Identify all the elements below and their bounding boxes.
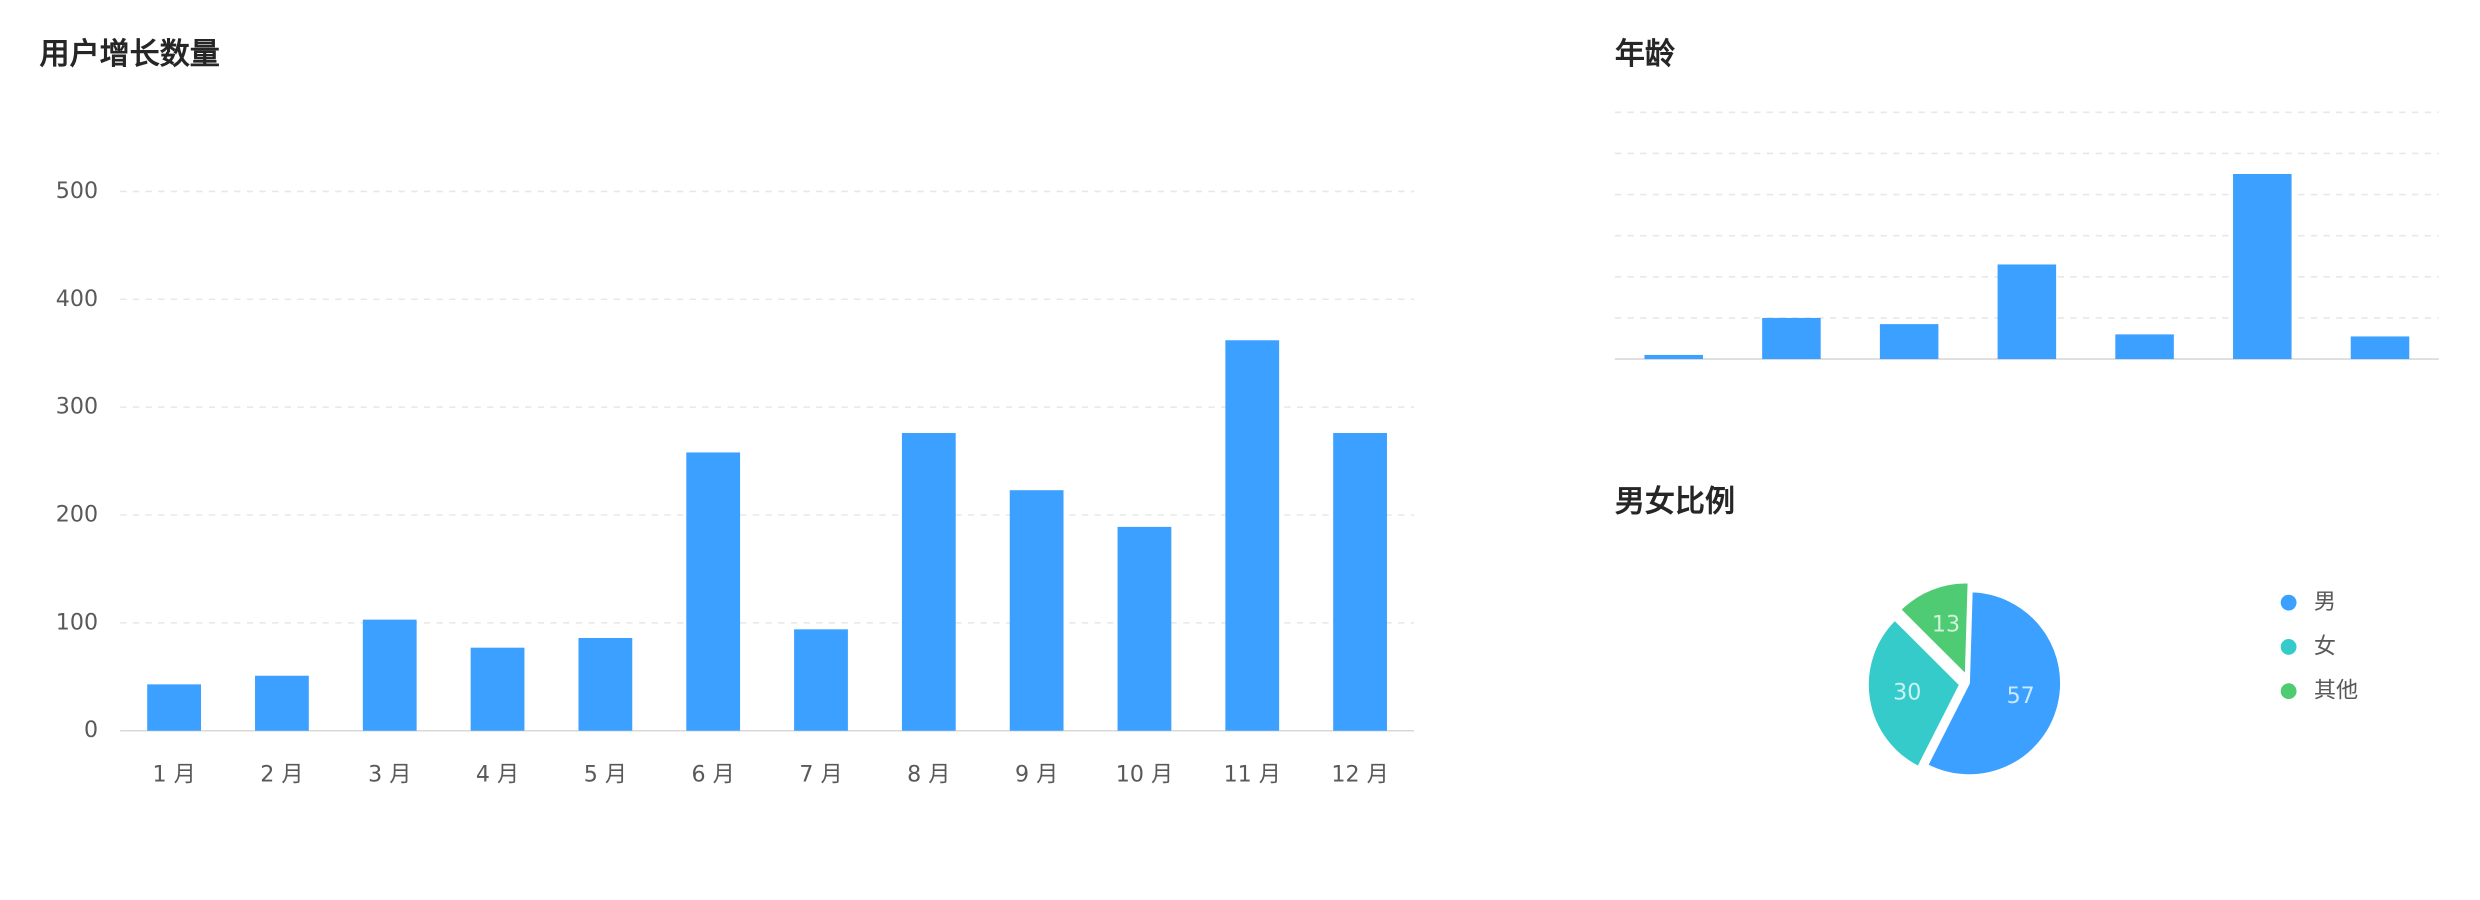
- y-tick-label: 500: [56, 178, 98, 204]
- bar: [1997, 264, 2057, 360]
- x-tick-label: 7 月: [799, 762, 842, 788]
- pie-slice: [1899, 581, 1970, 677]
- bar: [1225, 340, 1280, 731]
- y-tick-label: 300: [56, 394, 98, 420]
- bar: [578, 637, 633, 731]
- bar: [1333, 433, 1387, 731]
- x-tick-label: 1 月: [152, 762, 195, 788]
- bar: [2233, 174, 2292, 360]
- bar: [1879, 324, 1939, 360]
- pie-slice: [1867, 618, 1961, 768]
- chart-title: 年龄: [1615, 37, 1676, 72]
- bar: [1117, 526, 1172, 731]
- x-tick-label: 2 月: [260, 762, 303, 788]
- x-tick-label: 12 月: [1331, 762, 1388, 788]
- y-tick-label: 100: [56, 609, 98, 635]
- x-tick-label: 8 月: [907, 762, 950, 788]
- legend-marker: [2280, 683, 2297, 700]
- legend-label: 男: [2314, 589, 2336, 615]
- y-tick-label: 400: [56, 286, 98, 312]
- chart-title: 男女比例: [1615, 484, 1735, 519]
- x-tick-label: 4 月: [476, 762, 519, 788]
- bar: [255, 675, 309, 731]
- bar: [1644, 354, 1703, 360]
- pie-slice: [1926, 590, 2062, 776]
- y-tick-label: 0: [84, 717, 98, 743]
- bar: [901, 433, 956, 731]
- bar: [2115, 334, 2174, 360]
- bar: [1009, 490, 1064, 731]
- legend-marker: [2280, 594, 2297, 611]
- x-tick-label: 3 月: [368, 762, 411, 788]
- data-label: 57: [2007, 683, 2035, 709]
- chart-title: 用户增长数量: [40, 37, 220, 72]
- bar: [470, 647, 525, 731]
- data-label: 30: [1893, 680, 1921, 706]
- legend-label: 其他: [2314, 678, 2358, 704]
- y-tick-label: 200: [56, 502, 98, 528]
- x-tick-label: 11 月: [1224, 762, 1281, 788]
- legend-marker: [2280, 639, 2297, 655]
- data-label: 13: [1932, 612, 1960, 638]
- legend-label: 女: [2314, 633, 2336, 659]
- bar: [794, 629, 848, 731]
- bar: [147, 684, 201, 731]
- bar: [686, 452, 741, 731]
- x-tick-label: 10 月: [1116, 762, 1173, 788]
- x-tick-label: 5 月: [584, 762, 627, 788]
- bar: [1762, 317, 1821, 360]
- bar: [2350, 336, 2410, 360]
- x-tick-label: 9 月: [1015, 762, 1058, 788]
- bar: [362, 619, 417, 731]
- x-tick-label: 6 月: [692, 762, 735, 788]
